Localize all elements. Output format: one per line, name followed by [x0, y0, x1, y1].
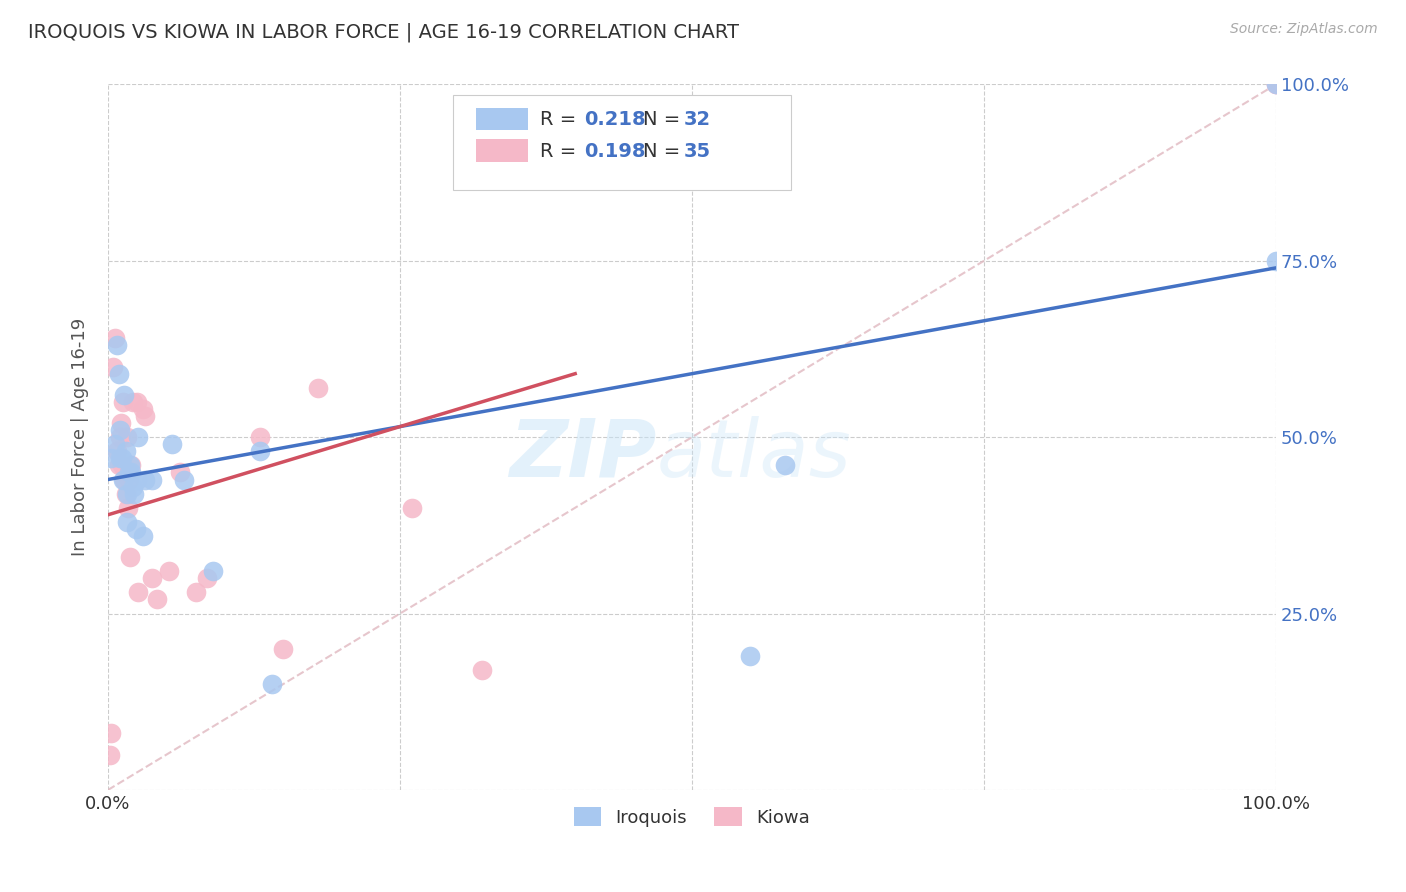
Text: R =: R = [540, 142, 582, 161]
FancyBboxPatch shape [475, 139, 529, 162]
Point [775, 458, 797, 473]
Point [1265, 253, 1288, 268]
Point [120, 550, 142, 565]
Point [157, 564, 180, 578]
Point [125, 522, 148, 536]
Text: IROQUOIS VS KIOWA IN LABOR FORCE | AGE 16-19 CORRELATION CHART: IROQUOIS VS KIOWA IN LABOR FORCE | AGE 1… [28, 22, 740, 42]
Text: N =: N = [643, 111, 686, 129]
Point [260, 677, 283, 691]
Point [132, 529, 155, 543]
Point [120, 466, 142, 480]
Point [112, 473, 135, 487]
Point [112, 388, 135, 402]
Point [111, 458, 134, 473]
Text: atlas: atlas [657, 416, 852, 494]
Point [120, 458, 142, 473]
Point [127, 430, 149, 444]
Point [471, 663, 494, 677]
Legend: Iroquois, Kiowa: Iroquois, Kiowa [567, 800, 817, 834]
Point [115, 430, 138, 444]
Point [118, 473, 141, 487]
Point [134, 409, 156, 423]
Y-axis label: In Labor Force | Age 16-19: In Labor Force | Age 16-19 [72, 318, 89, 557]
Point [112, 473, 135, 487]
Point [141, 571, 163, 585]
Point [249, 444, 271, 458]
Text: Source: ZipAtlas.com: Source: ZipAtlas.com [1230, 22, 1378, 37]
Point [108, 423, 131, 437]
Point [110, 416, 132, 430]
Point [184, 585, 207, 599]
Point [111, 451, 134, 466]
Text: 0.218: 0.218 [585, 111, 647, 129]
Point [127, 395, 149, 409]
FancyBboxPatch shape [475, 108, 529, 130]
Point [134, 473, 156, 487]
Point [127, 473, 149, 487]
Point [101, 359, 124, 374]
Point [195, 571, 218, 585]
Point [115, 486, 138, 500]
Point [1265, 78, 1288, 92]
Point [249, 430, 271, 444]
Point [132, 401, 155, 416]
Text: 32: 32 [683, 111, 711, 129]
Point [108, 451, 131, 466]
Point [115, 515, 138, 529]
Point [107, 458, 129, 473]
Point [146, 592, 169, 607]
Point [127, 585, 149, 599]
Text: 0.198: 0.198 [585, 142, 645, 161]
FancyBboxPatch shape [453, 95, 792, 190]
Point [114, 486, 136, 500]
Point [100, 726, 122, 740]
Point [202, 564, 225, 578]
Point [114, 444, 136, 458]
Point [173, 473, 195, 487]
Point [98, 747, 121, 762]
Point [141, 473, 163, 487]
Point [112, 395, 135, 409]
Point [1265, 78, 1288, 92]
Point [104, 331, 127, 345]
Text: 35: 35 [683, 142, 711, 161]
Point [108, 430, 131, 444]
Point [107, 367, 129, 381]
Point [122, 486, 145, 500]
Point [271, 641, 294, 656]
Point [105, 444, 128, 458]
Point [1265, 78, 1288, 92]
Point [118, 466, 141, 480]
Point [401, 500, 423, 515]
Point [100, 451, 122, 466]
Point [120, 458, 142, 473]
Point [121, 395, 143, 409]
Text: ZIP: ZIP [509, 416, 657, 494]
Point [105, 338, 128, 352]
Text: R =: R = [540, 111, 582, 129]
Point [121, 479, 143, 493]
Text: N =: N = [643, 142, 686, 161]
Point [740, 648, 762, 663]
Point [117, 500, 139, 515]
Point [160, 437, 183, 451]
Point [307, 381, 329, 395]
Point [104, 437, 127, 451]
Point [169, 466, 191, 480]
